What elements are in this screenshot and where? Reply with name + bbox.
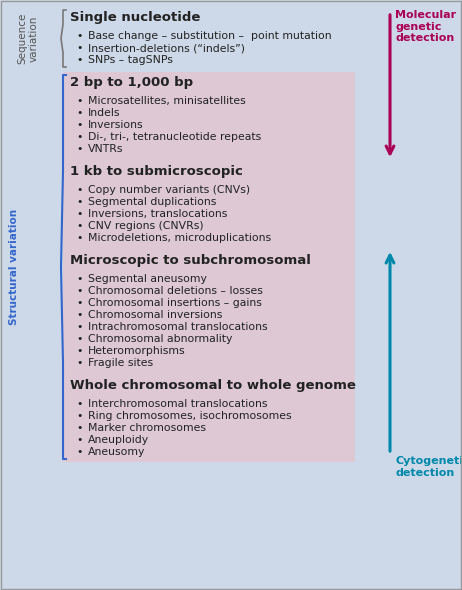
Text: SNPs – tagSNPs: SNPs – tagSNPs	[88, 55, 173, 65]
Text: •: •	[76, 298, 82, 308]
Text: •: •	[76, 132, 82, 142]
Text: •: •	[76, 447, 82, 457]
Text: Marker chromosomes: Marker chromosomes	[88, 423, 206, 433]
Text: Interchromosomal translocations: Interchromosomal translocations	[88, 399, 267, 409]
Text: Chromosomal abnormality: Chromosomal abnormality	[88, 334, 232, 344]
Text: Chromosomal insertions – gains: Chromosomal insertions – gains	[88, 298, 262, 308]
Text: Base change – substitution –  point mutation: Base change – substitution – point mutat…	[88, 31, 332, 41]
Text: Cytogenetic
detection: Cytogenetic detection	[395, 456, 462, 477]
Text: •: •	[76, 43, 82, 53]
Text: 1 kb to submicroscopic: 1 kb to submicroscopic	[70, 165, 243, 178]
Text: •: •	[76, 185, 82, 195]
Text: Structural variation: Structural variation	[9, 209, 19, 325]
Text: •: •	[76, 399, 82, 409]
Text: •: •	[76, 286, 82, 296]
Text: Insertion-deletions (“indels”): Insertion-deletions (“indels”)	[88, 43, 245, 53]
Text: •: •	[76, 31, 82, 41]
Text: Microsatellites, minisatellites: Microsatellites, minisatellites	[88, 96, 246, 106]
Text: Indels: Indels	[88, 108, 121, 118]
Text: Chromosomal deletions – losses: Chromosomal deletions – losses	[88, 286, 263, 296]
Text: Fragile sites: Fragile sites	[88, 358, 153, 368]
Text: •: •	[76, 209, 82, 219]
Text: •: •	[76, 120, 82, 130]
Text: •: •	[76, 358, 82, 368]
Text: Sequence
variation: Sequence variation	[17, 13, 39, 64]
Bar	[63, 72, 355, 462]
Text: •: •	[76, 334, 82, 344]
Text: Microscopic to subchromosomal: Microscopic to subchromosomal	[70, 254, 311, 267]
Text: •: •	[76, 322, 82, 332]
Text: •: •	[76, 233, 82, 243]
Text: Copy number variants (CNVs): Copy number variants (CNVs)	[88, 185, 250, 195]
Text: Single nucleotide: Single nucleotide	[70, 11, 201, 24]
Text: 2 bp to 1,000 bp: 2 bp to 1,000 bp	[70, 76, 193, 88]
Text: •: •	[76, 346, 82, 356]
Text: •: •	[76, 274, 82, 284]
Text: Ring chromosomes, isochromosomes: Ring chromosomes, isochromosomes	[88, 411, 292, 421]
Text: Whole chromosomal to whole genome: Whole chromosomal to whole genome	[70, 379, 356, 392]
Text: Aneuploidy: Aneuploidy	[88, 435, 149, 445]
Text: •: •	[76, 108, 82, 118]
Text: Aneusomy: Aneusomy	[88, 447, 146, 457]
Text: Microdeletions, microduplications: Microdeletions, microduplications	[88, 233, 271, 243]
Text: Heteromorphisms: Heteromorphisms	[88, 346, 186, 356]
Text: Molecular
genetic
detection: Molecular genetic detection	[395, 10, 456, 43]
Text: Segmental duplications: Segmental duplications	[88, 197, 216, 207]
Text: Chromosomal inversions: Chromosomal inversions	[88, 310, 222, 320]
Text: Di-, tri-, tetranucleotide repeats: Di-, tri-, tetranucleotide repeats	[88, 132, 261, 142]
Text: •: •	[76, 144, 82, 154]
Text: CNV regions (CNVRs): CNV regions (CNVRs)	[88, 221, 204, 231]
Text: Inversions: Inversions	[88, 120, 144, 130]
Text: •: •	[76, 423, 82, 433]
Text: Inversions, translocations: Inversions, translocations	[88, 209, 227, 219]
Text: •: •	[76, 197, 82, 207]
Text: Intrachromosomal translocations: Intrachromosomal translocations	[88, 322, 267, 332]
Text: •: •	[76, 310, 82, 320]
Text: •: •	[76, 435, 82, 445]
Text: Segmental aneusomy: Segmental aneusomy	[88, 274, 207, 284]
Text: •: •	[76, 96, 82, 106]
Text: •: •	[76, 411, 82, 421]
Text: •: •	[76, 55, 82, 65]
Text: •: •	[76, 221, 82, 231]
Text: VNTRs: VNTRs	[88, 144, 123, 154]
